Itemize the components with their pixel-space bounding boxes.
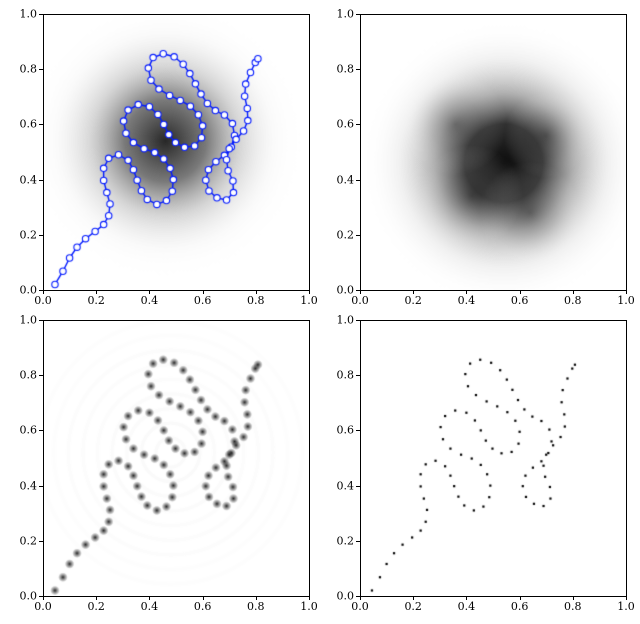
xtick-label: 0.2 bbox=[87, 601, 105, 612]
ytick-label: 0.2 bbox=[327, 535, 354, 546]
ytick-mark bbox=[356, 290, 360, 291]
ytick-mark bbox=[356, 596, 360, 597]
xtick-label: 0.4 bbox=[141, 295, 159, 306]
xtick-label: 0.6 bbox=[511, 601, 529, 612]
ytick-mark bbox=[39, 180, 43, 181]
ytick-mark bbox=[39, 430, 43, 431]
xtick-label: 1.0 bbox=[617, 601, 635, 612]
ytick-mark bbox=[39, 596, 43, 597]
xtick-label: 0.4 bbox=[458, 601, 476, 612]
ytick-mark bbox=[39, 69, 43, 70]
ytick-label: 0.2 bbox=[10, 535, 37, 546]
xtick-label: 1.0 bbox=[617, 295, 635, 306]
ytick-mark bbox=[39, 124, 43, 125]
panel-bottom-right: 0.00.20.40.60.81.00.00.20.40.60.81.0 bbox=[327, 316, 630, 614]
ytick-label: 0.4 bbox=[327, 480, 354, 491]
xtick-label: 0.8 bbox=[247, 601, 265, 612]
ytick-label: 1.0 bbox=[10, 315, 37, 326]
xtick-label: 1.0 bbox=[300, 295, 318, 306]
plot-canvas bbox=[360, 320, 626, 596]
xtick-label: 0.2 bbox=[404, 601, 422, 612]
plot-canvas bbox=[43, 320, 309, 596]
xtick-label: 0.2 bbox=[404, 295, 422, 306]
ytick-label: 1.0 bbox=[327, 315, 354, 326]
axes-frame bbox=[360, 14, 626, 290]
xtick-label: 0.4 bbox=[141, 601, 159, 612]
ytick-mark bbox=[356, 320, 360, 321]
xtick-label: 0.0 bbox=[34, 295, 52, 306]
ytick-label: 0.8 bbox=[327, 64, 354, 75]
xtick-label: 0.6 bbox=[511, 295, 529, 306]
ytick-label: 0.4 bbox=[327, 174, 354, 185]
panel-top-left: 0.00.20.40.60.81.00.00.20.40.60.81.0 bbox=[10, 10, 313, 308]
xtick-label: 0.4 bbox=[458, 295, 476, 306]
ytick-label: 0.6 bbox=[327, 119, 354, 130]
axes-frame bbox=[360, 320, 626, 596]
ytick-mark bbox=[39, 290, 43, 291]
ytick-label: 0.8 bbox=[10, 64, 37, 75]
ytick-mark bbox=[39, 235, 43, 236]
axes-frame bbox=[43, 14, 309, 290]
ytick-mark bbox=[39, 320, 43, 321]
ytick-mark bbox=[39, 541, 43, 542]
ytick-label: 1.0 bbox=[327, 9, 354, 20]
panel-top-right: 0.00.20.40.60.81.00.00.20.40.60.81.0 bbox=[327, 10, 630, 308]
ytick-mark bbox=[356, 430, 360, 431]
xtick-label: 0.2 bbox=[87, 295, 105, 306]
ytick-mark bbox=[356, 14, 360, 15]
ytick-mark bbox=[39, 14, 43, 15]
ytick-label: 0.6 bbox=[10, 119, 37, 130]
xtick-label: 0.8 bbox=[247, 295, 265, 306]
ytick-mark bbox=[356, 235, 360, 236]
xtick-label: 0.6 bbox=[194, 601, 212, 612]
plot-canvas bbox=[360, 14, 626, 290]
xtick-label: 1.0 bbox=[300, 601, 318, 612]
ytick-mark bbox=[39, 486, 43, 487]
ytick-label: 0.4 bbox=[10, 480, 37, 491]
plot-canvas bbox=[43, 14, 309, 290]
ytick-label: 0.6 bbox=[327, 425, 354, 436]
xtick-label: 0.0 bbox=[351, 295, 369, 306]
ytick-mark bbox=[356, 486, 360, 487]
ytick-mark bbox=[356, 69, 360, 70]
ytick-mark bbox=[356, 541, 360, 542]
xtick-label: 0.8 bbox=[564, 601, 582, 612]
ytick-label: 0.4 bbox=[10, 174, 37, 185]
ytick-mark bbox=[356, 124, 360, 125]
ytick-label: 0.6 bbox=[10, 425, 37, 436]
ytick-mark bbox=[39, 375, 43, 376]
ytick-label: 1.0 bbox=[10, 9, 37, 20]
ytick-label: 0.8 bbox=[10, 370, 37, 381]
panel-bottom-left: 0.00.20.40.60.81.00.00.20.40.60.81.0 bbox=[10, 316, 313, 614]
xtick-label: 0.8 bbox=[564, 295, 582, 306]
ytick-label: 0.0 bbox=[10, 285, 37, 296]
ytick-mark bbox=[356, 180, 360, 181]
xtick-label: 0.6 bbox=[194, 295, 212, 306]
xtick-label: 0.0 bbox=[351, 601, 369, 612]
ytick-mark bbox=[356, 375, 360, 376]
ytick-label: 0.0 bbox=[327, 285, 354, 296]
xtick-label: 0.0 bbox=[34, 601, 52, 612]
ytick-label: 0.8 bbox=[327, 370, 354, 381]
axes-frame bbox=[43, 320, 309, 596]
ytick-label: 0.0 bbox=[327, 591, 354, 602]
ytick-label: 0.2 bbox=[327, 229, 354, 240]
ytick-label: 0.2 bbox=[10, 229, 37, 240]
ytick-label: 0.0 bbox=[10, 591, 37, 602]
